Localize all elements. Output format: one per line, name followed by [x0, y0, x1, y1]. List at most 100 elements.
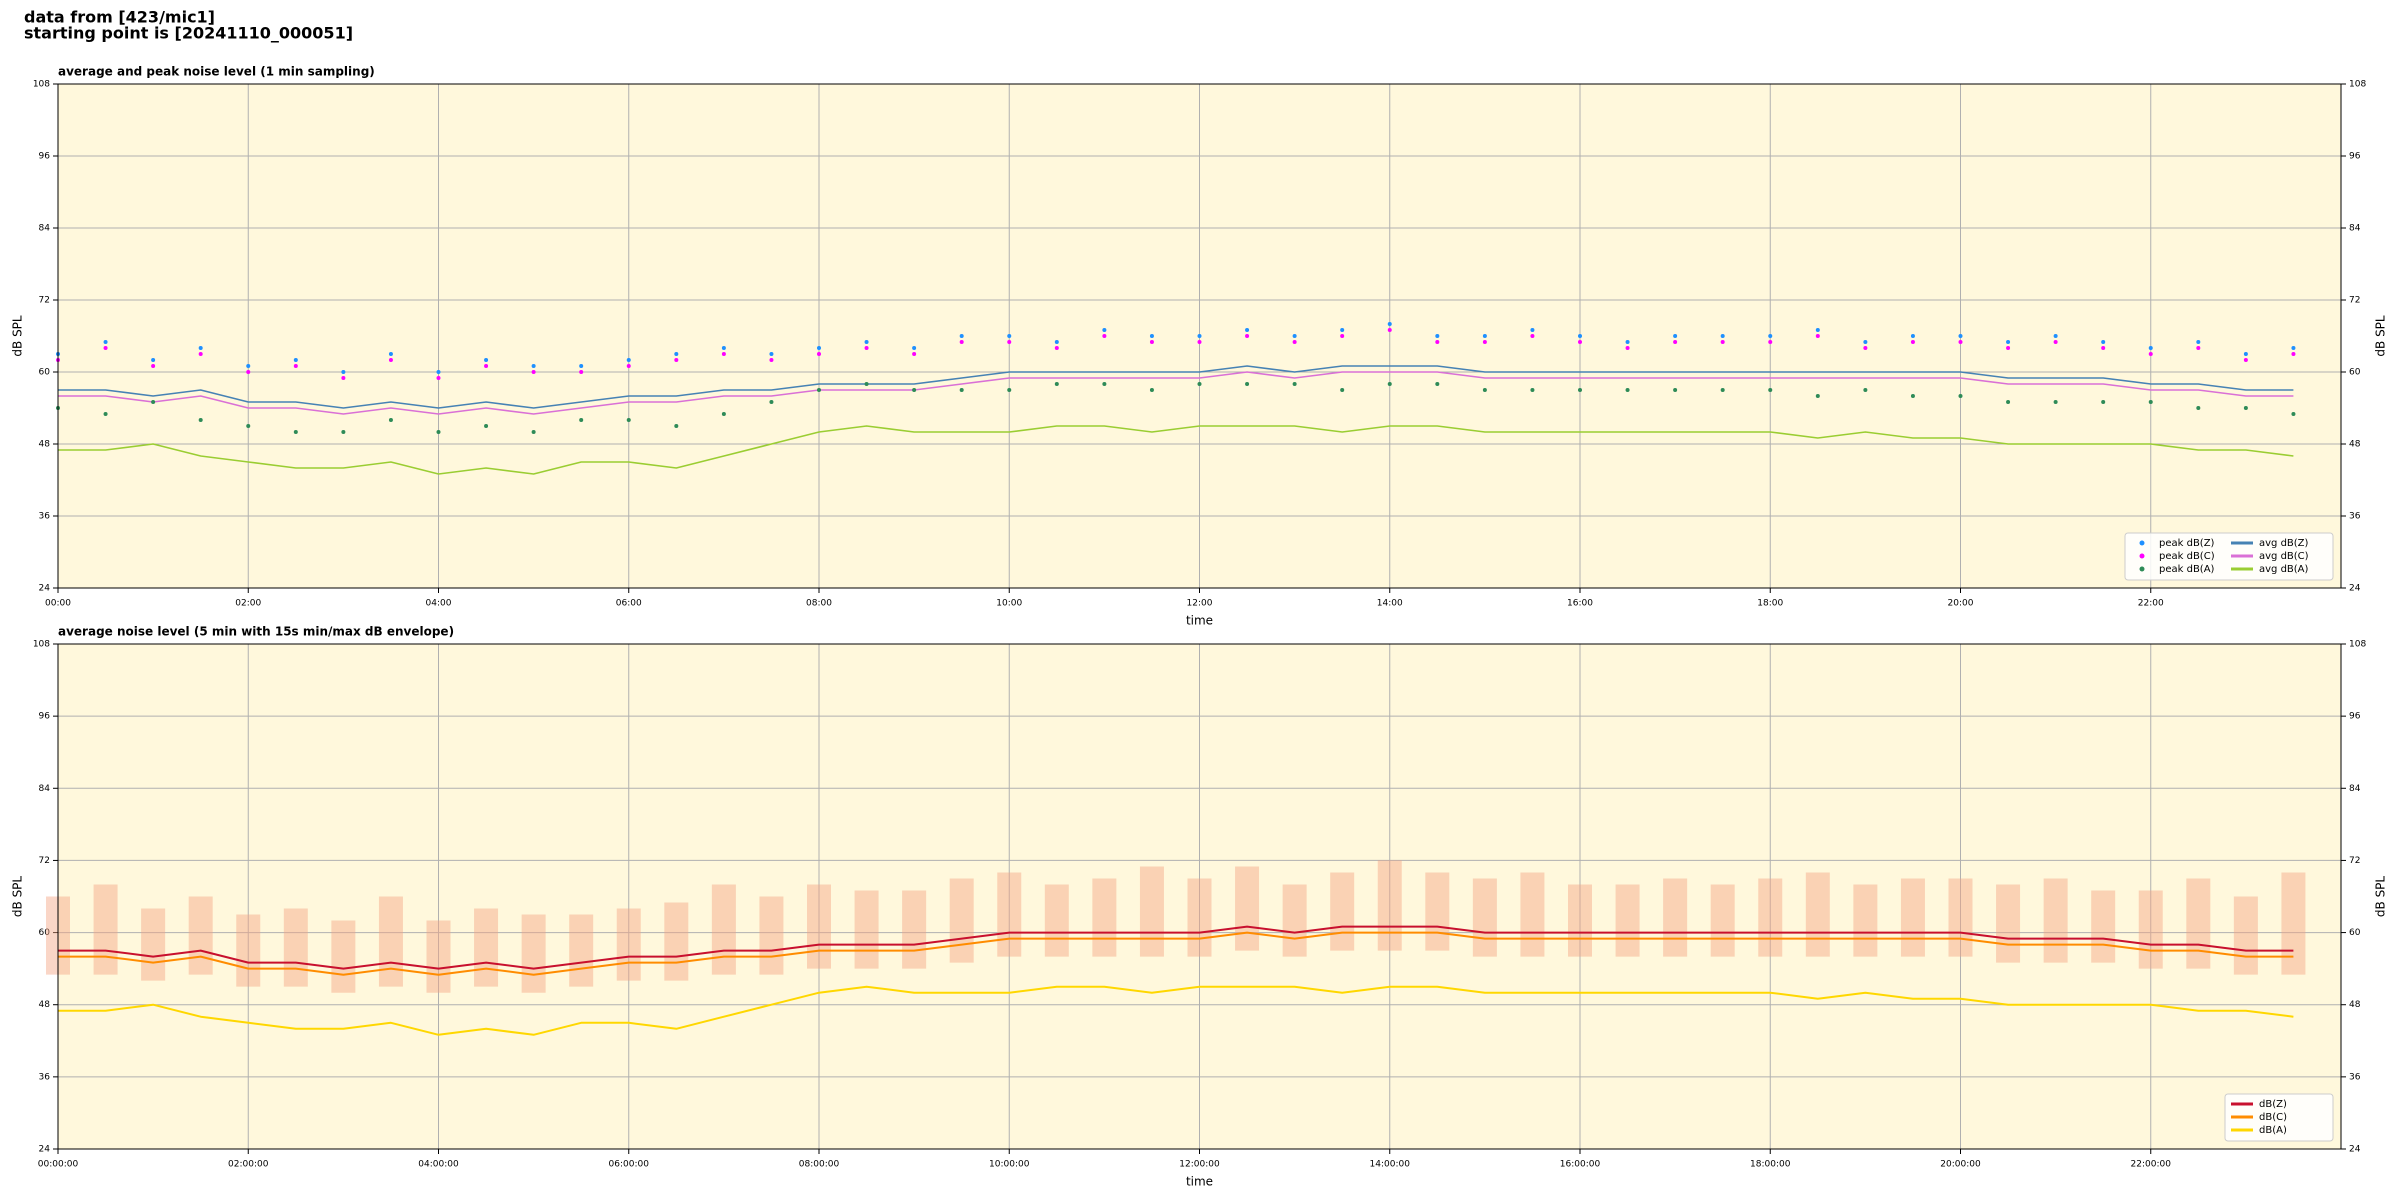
x-tick-label: 12:00:00: [1179, 1160, 1220, 1170]
series-point: [436, 370, 441, 374]
series-point: [626, 358, 631, 362]
series-point: [103, 340, 108, 344]
series-point: [341, 370, 346, 374]
series-point: [1197, 334, 1202, 338]
y-tick-label: 48: [2349, 1000, 2361, 1010]
header-line: starting point is [20241110_000051]: [24, 24, 353, 43]
series-point: [1102, 328, 1107, 332]
plot-frame: [57, 643, 2342, 1150]
series-point: [1245, 328, 1250, 332]
series-point: [1720, 388, 1725, 392]
series-point: [1340, 334, 1345, 338]
series-point: [1007, 388, 1012, 392]
x-tick-label: 16:00: [1567, 599, 1593, 609]
series-point: [721, 346, 726, 350]
series-point: [1958, 334, 1963, 338]
series-point: [626, 364, 631, 368]
series-point: [959, 388, 964, 392]
legend-label: avg dB(A): [2259, 564, 2309, 575]
series-point: [1054, 346, 1059, 350]
series-point: [531, 430, 536, 434]
series-point: [1815, 328, 1820, 332]
series-point: [579, 370, 584, 374]
series-point: [1435, 334, 1440, 338]
y-tick-label: 24: [39, 1145, 51, 1155]
series-point: [2243, 352, 2248, 356]
x-tick-label: 00:00:00: [38, 1160, 79, 1170]
y-tick-label: 84: [39, 224, 51, 234]
y-tick-label: 108: [33, 80, 50, 90]
plot-frame: [57, 83, 2342, 589]
series-point: [2006, 400, 2011, 404]
series-point: [1482, 388, 1487, 392]
series-point: [1673, 340, 1678, 344]
series-point: [2053, 340, 2058, 344]
x-tick-label: 14:00: [1377, 599, 1403, 609]
y-tick-label: 72: [2349, 296, 2360, 306]
series-line: [58, 925, 2294, 970]
series-line: [58, 931, 2294, 976]
series-point: [388, 418, 393, 422]
x-tick-label: 10:00: [996, 599, 1022, 609]
series-line: [58, 425, 2294, 475]
series-point: [1245, 334, 1250, 338]
series-point: [1292, 340, 1297, 344]
series-point: [436, 430, 441, 434]
series-point: [1958, 394, 1963, 398]
y-tick-label: 96: [2349, 712, 2361, 722]
series-point: [1102, 334, 1107, 338]
y-tick-label: 36: [2349, 512, 2361, 522]
series-point: [674, 352, 679, 356]
y-tick-label: 24: [2349, 584, 2361, 594]
y-tick-label: 96: [39, 712, 51, 722]
legend-swatch: [2139, 566, 2145, 572]
y-tick-label: 24: [39, 584, 51, 594]
x-tick-label: 04:00:00: [418, 1160, 459, 1170]
legend-label: peak dB(Z): [2159, 538, 2215, 549]
series-point: [1530, 328, 1535, 332]
y-tick-label: 84: [39, 784, 51, 794]
x-tick-label: 02:00: [235, 599, 261, 609]
series-point: [293, 358, 298, 362]
series-point: [579, 418, 584, 422]
y-tick-label: 72: [2349, 856, 2360, 866]
series-point: [436, 376, 441, 380]
series-point: [2148, 346, 2153, 350]
series-point: [2006, 346, 2011, 350]
y-tick-label: 48: [39, 440, 51, 450]
legend-label: dB(A): [2259, 1125, 2287, 1136]
series-point: [1720, 340, 1725, 344]
chart-title: average and peak noise level (1 min samp…: [58, 65, 375, 79]
x-tick-label: 22:00: [2138, 599, 2164, 609]
series-point: [864, 346, 869, 350]
series-point: [1054, 340, 1059, 344]
series-point: [1149, 334, 1154, 338]
series-point: [2291, 412, 2296, 416]
x-tick-label: 04:00: [426, 599, 452, 609]
series-point: [1910, 340, 1915, 344]
x-tick-label: 06:00: [616, 599, 642, 609]
series-point: [1197, 340, 1202, 344]
series-point: [1387, 328, 1392, 332]
series-point: [484, 424, 489, 428]
series-line: [58, 985, 2294, 1036]
series-point: [959, 340, 964, 344]
y-axis-label: dB SPL: [2374, 876, 2388, 918]
x-tick-label: 02:00:00: [228, 1160, 269, 1170]
series-point: [198, 352, 203, 356]
series-point: [1149, 388, 1154, 392]
x-axis-label: time: [1186, 614, 1213, 628]
series-point: [579, 364, 584, 368]
series-point: [1625, 346, 1630, 350]
series-point: [674, 358, 679, 362]
series-point: [1197, 382, 1202, 386]
y-tick-label: 48: [2349, 440, 2361, 450]
series-point: [626, 418, 631, 422]
series-point: [531, 364, 536, 368]
series-point: [864, 382, 869, 386]
series-point: [1578, 340, 1582, 344]
series-point: [1910, 334, 1915, 338]
legend-label: avg dB(Z): [2259, 538, 2309, 549]
x-axis-label: time: [1186, 1175, 1213, 1189]
series-point: [2101, 340, 2106, 344]
